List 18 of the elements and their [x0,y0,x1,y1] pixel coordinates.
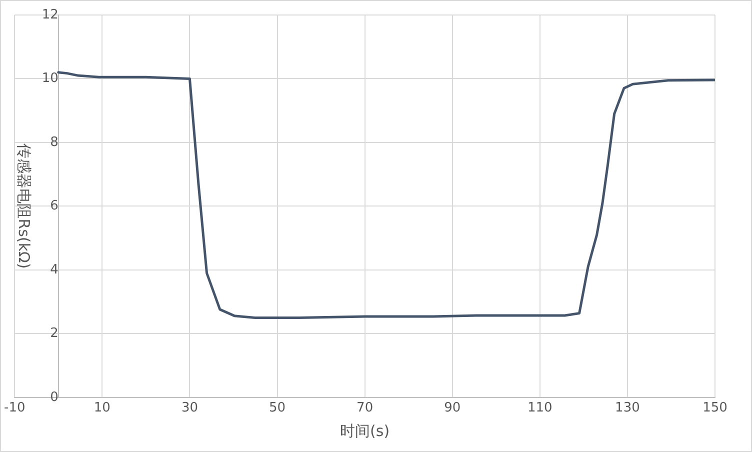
x-tick-label: 50 [268,400,286,416]
x-tick-label: 10 [94,400,110,416]
y-tick-label: 2 [50,326,58,342]
x-tick-label: 150 [702,400,728,416]
x-tick-label: 130 [615,400,640,416]
y-axis-title: 传感器电阻Rs(kΩ) [14,144,33,269]
x-tick-label: 70 [356,400,374,416]
y-tick-label: 6 [50,198,58,214]
x-tick-label: 90 [444,400,461,416]
y-tick-label: 10 [42,71,58,86]
x-tick-label: -10 [4,400,26,416]
x-axis-title: 时间(s) [340,422,390,440]
y-tick-label: 0 [50,390,58,405]
y-tick-label: 12 [42,7,58,22]
x-tick-label: 30 [181,400,198,416]
x-tick-label: 110 [527,400,552,416]
y-tick-label: 4 [50,262,58,278]
y-tick-label: 8 [50,134,58,150]
